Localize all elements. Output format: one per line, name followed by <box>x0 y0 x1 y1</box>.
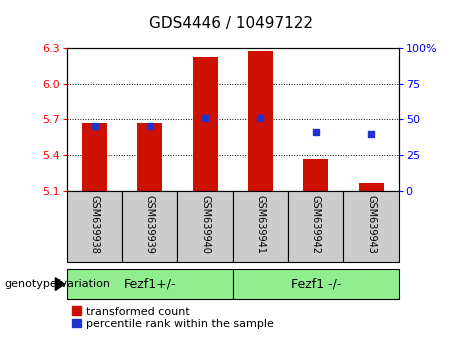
FancyBboxPatch shape <box>288 191 343 262</box>
Point <box>91 123 98 129</box>
Point <box>367 132 375 137</box>
FancyBboxPatch shape <box>67 269 233 299</box>
FancyBboxPatch shape <box>177 191 233 262</box>
Text: GSM639941: GSM639941 <box>255 195 266 253</box>
Bar <box>248 51 273 191</box>
Point <box>312 129 319 135</box>
FancyBboxPatch shape <box>67 191 122 262</box>
FancyBboxPatch shape <box>343 191 399 262</box>
Text: GSM639942: GSM639942 <box>311 195 321 254</box>
Point <box>201 115 209 120</box>
Text: GSM639943: GSM639943 <box>366 195 376 253</box>
Bar <box>193 57 218 191</box>
Legend: transformed count, percentile rank within the sample: transformed count, percentile rank withi… <box>72 307 274 329</box>
Text: GSM639940: GSM639940 <box>200 195 210 253</box>
Bar <box>359 183 384 191</box>
Text: Fezf1+/-: Fezf1+/- <box>124 278 176 291</box>
Point <box>257 115 264 120</box>
FancyBboxPatch shape <box>233 191 288 262</box>
FancyBboxPatch shape <box>122 191 177 262</box>
Text: GDS4446 / 10497122: GDS4446 / 10497122 <box>148 16 313 31</box>
Text: GSM639939: GSM639939 <box>145 195 155 253</box>
Point <box>146 123 154 129</box>
Polygon shape <box>55 278 65 290</box>
FancyBboxPatch shape <box>233 269 399 299</box>
Text: Fezf1 -/-: Fezf1 -/- <box>290 278 341 291</box>
Bar <box>303 159 328 191</box>
Bar <box>82 123 107 191</box>
Text: GSM639938: GSM639938 <box>89 195 100 253</box>
Text: genotype/variation: genotype/variation <box>5 279 111 289</box>
Bar <box>137 123 162 191</box>
